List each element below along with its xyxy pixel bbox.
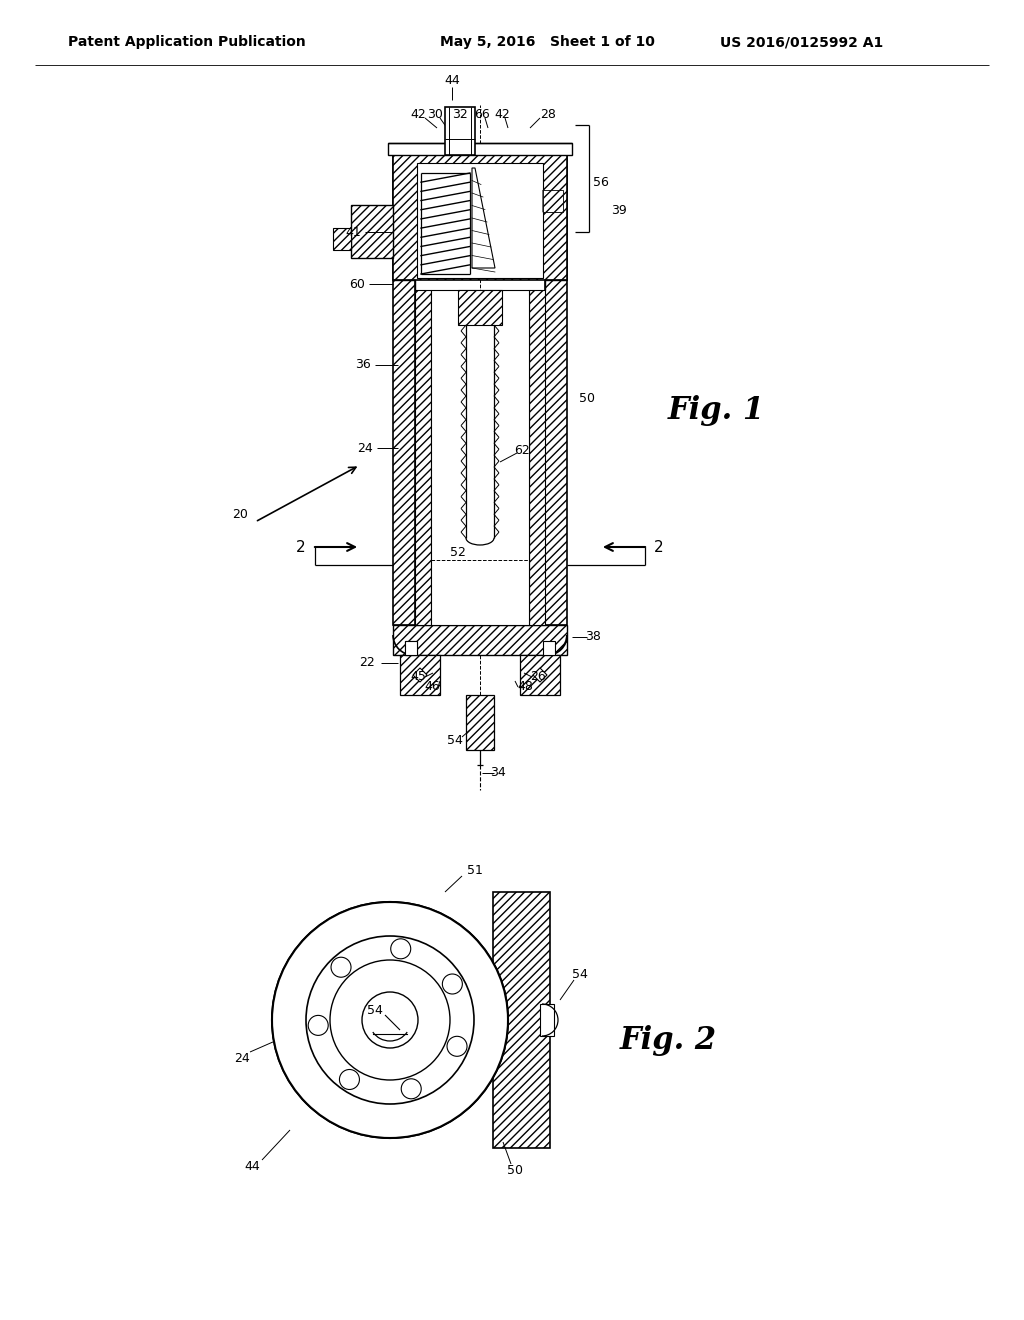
Text: 46: 46: [424, 681, 440, 693]
Circle shape: [401, 1078, 421, 1098]
Text: 2: 2: [296, 540, 306, 554]
Text: 34: 34: [490, 767, 506, 780]
Text: Patent Application Publication: Patent Application Publication: [68, 36, 306, 49]
Text: US 2016/0125992 A1: US 2016/0125992 A1: [720, 36, 884, 49]
Bar: [393, 154, 567, 280]
Bar: [520, 655, 560, 696]
Text: 56: 56: [593, 176, 609, 189]
Bar: [543, 190, 563, 213]
Text: 44: 44: [244, 1159, 260, 1172]
Text: 24: 24: [234, 1052, 250, 1064]
Bar: [458, 290, 502, 325]
Text: 54: 54: [572, 969, 588, 982]
Bar: [393, 154, 415, 624]
Text: 50: 50: [579, 392, 595, 404]
Bar: [351, 205, 393, 257]
Circle shape: [362, 993, 418, 1048]
Circle shape: [272, 902, 508, 1138]
Text: 38: 38: [585, 631, 601, 644]
Polygon shape: [472, 168, 495, 268]
Polygon shape: [534, 668, 547, 682]
Circle shape: [447, 1036, 467, 1056]
Text: 36: 36: [355, 359, 371, 371]
Text: 28: 28: [540, 108, 556, 121]
Circle shape: [339, 1069, 359, 1089]
Circle shape: [308, 1015, 329, 1035]
Text: 41: 41: [345, 226, 361, 239]
Text: 32: 32: [453, 108, 468, 121]
Circle shape: [442, 974, 463, 994]
Text: May 5, 2016   Sheet 1 of 10: May 5, 2016 Sheet 1 of 10: [440, 36, 655, 49]
Text: 30: 30: [427, 108, 443, 121]
Text: Fig. 2: Fig. 2: [620, 1024, 717, 1056]
Bar: [333, 228, 351, 249]
Bar: [543, 642, 555, 655]
Text: 54: 54: [367, 1003, 383, 1016]
Wedge shape: [272, 902, 508, 1138]
Wedge shape: [330, 960, 450, 1080]
Text: 24: 24: [357, 441, 373, 454]
Text: 26: 26: [530, 671, 546, 684]
Bar: [393, 624, 567, 655]
Text: 48: 48: [517, 681, 532, 693]
Bar: [406, 642, 417, 655]
Bar: [445, 107, 475, 154]
Text: 22: 22: [359, 656, 375, 669]
Text: 60: 60: [349, 277, 365, 290]
Polygon shape: [413, 668, 427, 682]
Text: 39: 39: [611, 203, 627, 216]
Bar: [493, 892, 550, 1148]
Bar: [540, 1005, 554, 1036]
Bar: [388, 143, 572, 154]
Text: 45: 45: [410, 671, 426, 684]
Text: 62: 62: [514, 444, 529, 457]
Text: 20: 20: [232, 508, 248, 521]
Bar: [466, 696, 494, 750]
Bar: [400, 655, 440, 696]
Circle shape: [330, 960, 450, 1080]
Bar: [545, 154, 567, 624]
Text: 54: 54: [447, 734, 463, 747]
Bar: [415, 290, 431, 624]
Text: Fig. 1: Fig. 1: [668, 395, 765, 425]
Text: 42: 42: [411, 108, 426, 121]
Polygon shape: [543, 190, 563, 213]
Bar: [406, 642, 417, 655]
Text: 66: 66: [474, 108, 489, 121]
Circle shape: [391, 939, 411, 958]
Bar: [431, 290, 529, 624]
Bar: [417, 162, 543, 279]
Text: 51: 51: [467, 863, 483, 876]
Text: 42: 42: [495, 108, 510, 121]
Text: 44: 44: [444, 74, 460, 87]
Text: 52: 52: [451, 546, 466, 560]
Text: 2: 2: [654, 540, 664, 554]
Text: 50: 50: [507, 1163, 523, 1176]
Circle shape: [306, 936, 474, 1104]
Bar: [529, 290, 545, 624]
Circle shape: [331, 957, 351, 977]
